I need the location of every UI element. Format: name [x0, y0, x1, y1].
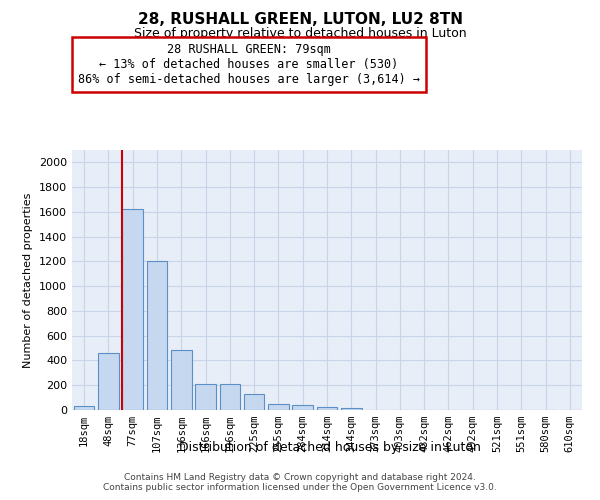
Text: Distribution of detached houses by size in Luton: Distribution of detached houses by size … [179, 441, 481, 454]
Bar [98, 353, 119, 410]
Bar [317, 407, 337, 410]
Text: Size of property relative to detached houses in Luton: Size of property relative to detached ho… [134, 28, 466, 40]
Text: Contains HM Land Registry data © Crown copyright and database right 2024.
Contai: Contains HM Land Registry data © Crown c… [103, 473, 497, 492]
Bar [74, 406, 94, 410]
Text: 28 RUSHALL GREEN: 79sqm
← 13% of detached houses are smaller (530)
86% of semi-d: 28 RUSHALL GREEN: 79sqm ← 13% of detache… [78, 43, 420, 86]
Bar [341, 408, 362, 410]
Y-axis label: Number of detached properties: Number of detached properties [23, 192, 34, 368]
Bar [122, 210, 143, 410]
Bar [171, 350, 191, 410]
Bar [195, 384, 216, 410]
Bar [146, 262, 167, 410]
Bar [292, 405, 313, 410]
Bar [220, 384, 240, 410]
Bar [244, 394, 265, 410]
Bar [268, 404, 289, 410]
Text: 28, RUSHALL GREEN, LUTON, LU2 8TN: 28, RUSHALL GREEN, LUTON, LU2 8TN [137, 12, 463, 28]
